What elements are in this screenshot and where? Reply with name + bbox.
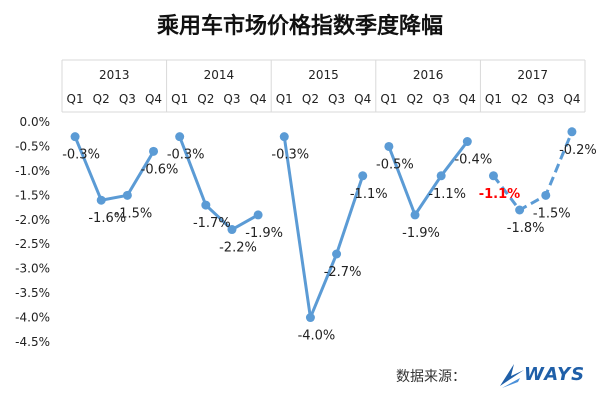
- data-point: [462, 137, 472, 147]
- data-label: -1.7%: [193, 216, 231, 231]
- data-points: [70, 127, 577, 323]
- y-tick-label: -1.5%: [15, 188, 50, 202]
- data-label: -1.5%: [533, 206, 571, 221]
- data-point: [122, 190, 132, 200]
- data-label: -1.1%: [428, 187, 466, 202]
- data-point: [253, 210, 263, 220]
- quarter-label: Q1: [485, 92, 502, 106]
- y-tick-label: -1.0%: [15, 164, 50, 178]
- data-point: [175, 132, 185, 142]
- data-label: -0.3%: [271, 148, 309, 163]
- data-label: -0.5%: [376, 157, 414, 172]
- category-header-labels: 2013 Q1 Q2 Q3 Q4 2014 Q1 Q2 Q3 Q4 2015 Q1 Q2 Q3 Q4 2016…: [67, 68, 581, 106]
- year-label: 2014: [204, 68, 235, 82]
- quarter-label: Q2: [511, 92, 528, 106]
- series-line-2014: [178, 136, 259, 232]
- quarter-label: Q4: [145, 92, 162, 106]
- quarter-label: Q2: [302, 92, 319, 106]
- quarter-label: Q2: [93, 92, 110, 106]
- year-label: 2015: [308, 68, 339, 82]
- quarter-label: Q1: [380, 92, 397, 106]
- data-point: [279, 132, 289, 142]
- series-line-2013: [73, 136, 155, 202]
- data-point: [227, 225, 237, 235]
- y-tick-label: -2.0%: [15, 213, 50, 227]
- data-point: [149, 146, 159, 156]
- data-label: -2.2%: [219, 241, 257, 256]
- series-line-2015: [282, 136, 365, 320]
- y-tick-label: -4.5%: [15, 335, 50, 349]
- quarter-label: Q4: [354, 92, 371, 106]
- ways-logo-text: WAYS: [524, 364, 586, 385]
- y-tick-label: -2.5%: [15, 237, 50, 251]
- quarter-label: Q4: [459, 92, 476, 106]
- quarter-label: Q3: [537, 92, 554, 106]
- quarter-label: Q3: [433, 92, 450, 106]
- y-tick-label: 0.0%: [20, 115, 51, 129]
- data-label: -1.8%: [507, 221, 545, 236]
- data-point: [488, 171, 498, 181]
- y-axis-ticks: 0.0% -0.5% -1.0% -1.5% -2.0% -2.5% -3.0% -3.5% -…: [15, 115, 50, 349]
- data-label: -1.1%: [350, 187, 388, 202]
- data-point: [201, 200, 211, 210]
- data-point: [96, 195, 106, 205]
- data-point: [332, 249, 342, 259]
- data-label: -0.3%: [167, 148, 205, 163]
- series-lines: [73, 131, 574, 320]
- series-line-2017: [492, 131, 574, 212]
- year-label: 2016: [413, 68, 444, 82]
- data-point: [410, 210, 420, 220]
- data-label: -1.9%: [402, 226, 440, 241]
- data-label: -0.3%: [62, 148, 100, 163]
- data-label: -0.4%: [454, 153, 492, 168]
- source-label: 数据来源：: [396, 369, 466, 385]
- data-point: [305, 313, 315, 323]
- quarter-label: Q1: [276, 92, 293, 106]
- quarter-label: Q4: [563, 92, 580, 106]
- data-label: -1.5%: [115, 206, 153, 221]
- data-label: -0.2%: [559, 143, 597, 158]
- data-point: [70, 132, 80, 142]
- data-point: [436, 171, 446, 181]
- quarter-label: Q3: [328, 92, 345, 106]
- data-label: -1.9%: [245, 226, 283, 241]
- y-tick-label: -3.0%: [15, 262, 50, 276]
- category-header-frame: [61, 59, 586, 113]
- y-tick-label: -0.5%: [15, 139, 50, 153]
- quarter-label: Q3: [223, 92, 240, 106]
- data-point: [567, 127, 577, 137]
- data-point: [384, 141, 394, 151]
- data-point: [358, 171, 368, 181]
- quarter-label: Q2: [197, 92, 214, 106]
- data-label: -4.0%: [298, 329, 336, 344]
- y-tick-label: -4.0%: [15, 311, 50, 325]
- quarter-label: Q2: [406, 92, 423, 106]
- data-label: -2.7%: [324, 265, 362, 280]
- data-label: -1.1%: [479, 187, 520, 202]
- y-tick-label: -3.5%: [15, 286, 50, 300]
- quarter-label: Q1: [171, 92, 188, 106]
- data-label: -1.6%: [88, 211, 126, 226]
- quarter-label: Q1: [67, 92, 84, 106]
- data-labels: -0.3%-1.6%-1.5%-0.6%-0.3%-1.7%-2.2%-1.9%…: [62, 143, 597, 344]
- ways-logo: WAYS: [498, 360, 594, 390]
- data-point: [541, 190, 551, 200]
- year-label: 2017: [517, 68, 548, 82]
- quarter-label: Q3: [119, 92, 136, 106]
- year-label: 2013: [99, 68, 130, 82]
- data-label: -0.6%: [141, 162, 179, 177]
- data-point: [515, 205, 525, 215]
- ways-swoosh-icon: [500, 364, 524, 388]
- quarter-label: Q4: [250, 92, 267, 106]
- chart-title: 乘用车市场价格指数季度降幅: [156, 14, 443, 39]
- series-line-2016: [387, 140, 469, 217]
